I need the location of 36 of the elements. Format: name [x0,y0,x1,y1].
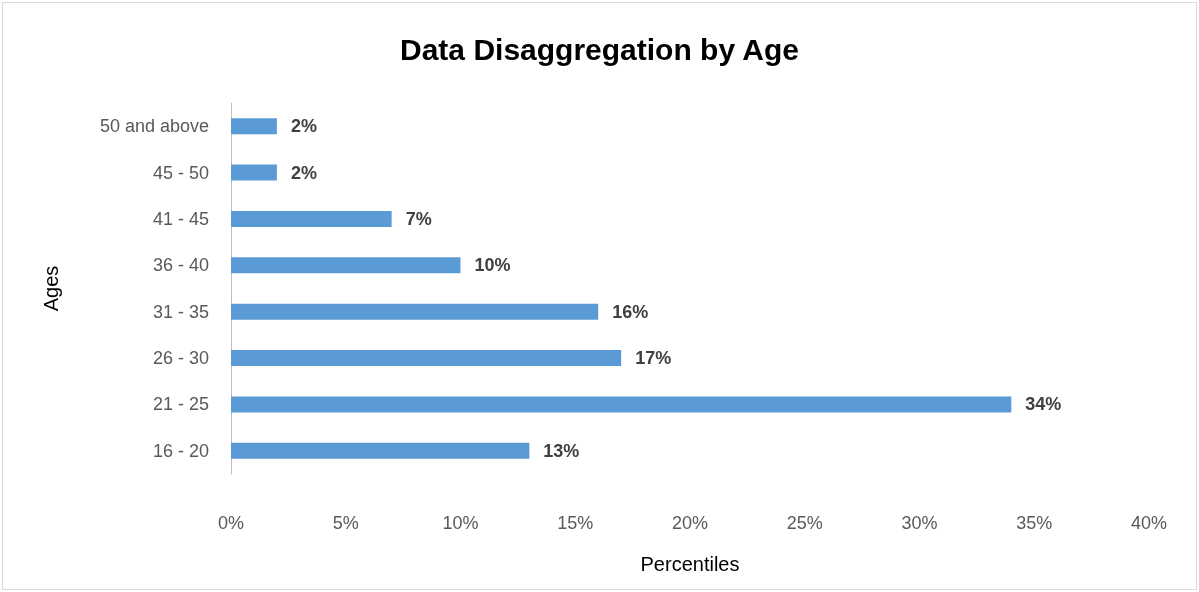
x-tick-label: 25% [786,513,823,533]
x-tick-label: 30% [901,513,938,533]
x-axis-title: Percentiles [640,553,740,575]
data-label: 7% [405,208,432,229]
x-tick-label: 40% [1130,513,1168,533]
y-tick-label: 41 - 45 [152,208,209,229]
x-tick-label: 0% [217,513,245,533]
data-label: 34% [1025,394,1062,415]
y-tick-label: 16 - 20 [152,440,209,461]
y-tick-label: 21 - 25 [152,394,209,415]
y-tick-label: 36 - 40 [152,255,209,276]
bar [231,164,277,181]
data-label: 13% [543,440,580,461]
bar [231,350,622,367]
x-tick-label: 15% [557,513,594,533]
data-label: 10% [474,255,511,276]
y-axis-title: Ages [40,265,62,312]
x-tick-label: 10% [442,513,479,533]
y-tick-label: 26 - 30 [152,348,209,369]
data-label: 16% [612,301,649,322]
chart-title: Data Disaggregation by Age [400,32,799,66]
y-tick-label: 31 - 35 [152,301,209,322]
data-label: 2% [290,162,317,183]
data-label: 2% [290,116,317,137]
bar [231,118,277,135]
bar [231,257,461,274]
bar [231,210,392,227]
x-tick-label: 35% [1016,513,1053,533]
y-tick-label: 45 - 50 [152,162,209,183]
y-tick-label: 50 and above [99,116,209,137]
x-tick-label: 20% [671,513,709,533]
data-label: 17% [635,348,672,369]
bar [231,442,530,459]
bar [231,303,599,320]
bar [231,396,1012,413]
x-tick-label: 5% [332,513,359,533]
